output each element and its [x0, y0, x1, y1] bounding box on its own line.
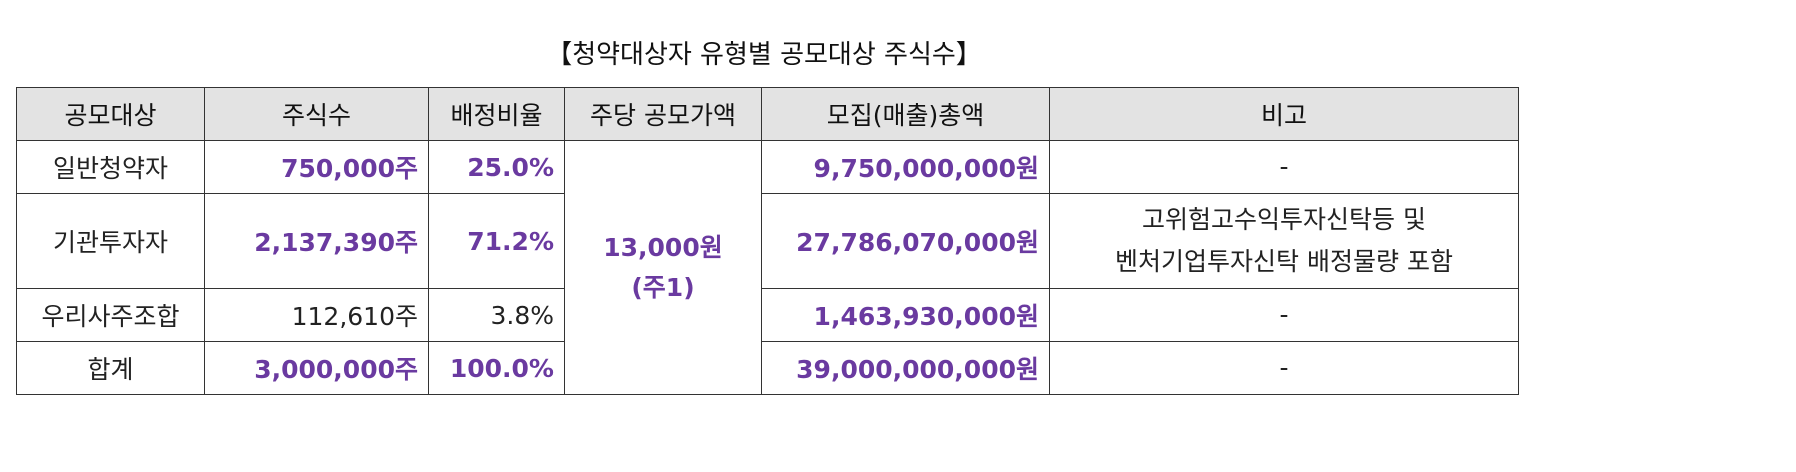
table-row: 우리사주조합 112,610주 3.8% 1,463,930,000원 -: [16, 288, 1519, 342]
row-note-line2: 벤처기업투자신탁 배정물량 포함: [1115, 247, 1453, 276]
row-note-line1: -: [1279, 300, 1289, 329]
price-value: 13,000원: [603, 232, 723, 262]
header-row: 공모대상 주식수 배정비율 주당 공모가액 모집(매출)총액 비고: [16, 87, 1519, 141]
table-title: 【청약대상자 유형별 공모대상 주식수】: [546, 40, 982, 70]
offering-table: 공모대상 주식수 배정비율 주당 공모가액 모집(매출)총액 비고 일반청약자 …: [16, 87, 1519, 395]
table-row: 기관투자자 2,137,390주 71.2% 27,786,070,000원 고…: [16, 193, 1519, 289]
row-ratio: 100.0%: [428, 341, 565, 395]
row-shares: 112,610주: [204, 288, 429, 342]
row-note: -: [1049, 140, 1519, 194]
table-row: 합계 3,000,000주 100.0% 39,000,000,000원 -: [16, 341, 1519, 395]
header-offering-target: 공모대상: [16, 87, 205, 141]
row-total: 9,750,000,000원: [761, 140, 1050, 194]
header-remarks: 비고: [1049, 87, 1519, 141]
price-per-share-cell: 13,000원 (주1): [564, 140, 762, 395]
header-ratio: 배정비율: [428, 87, 565, 141]
header-total-amount: 모집(매출)총액: [761, 87, 1050, 141]
row-note: -: [1049, 288, 1519, 342]
header-price-per-share: 주당 공모가액: [564, 87, 762, 141]
row-ratio: 25.0%: [428, 140, 565, 194]
table-row: 일반청약자 750,000주 25.0% 13,000원 (주1) 9,750,…: [16, 140, 1519, 395]
row-shares: 2,137,390주: [204, 193, 429, 289]
row-type: 일반청약자: [16, 140, 205, 194]
row-total: 39,000,000,000원: [761, 341, 1050, 395]
row-type: 우리사주조합: [16, 288, 205, 342]
row-shares: 3,000,000주: [204, 341, 429, 395]
row-ratio: 71.2%: [428, 193, 565, 289]
row-ratio: 3.8%: [428, 288, 565, 342]
row-total: 1,463,930,000원: [761, 288, 1050, 342]
row-note-line1: 고위험고수익투자신탁등 및: [1142, 205, 1426, 234]
row-note: -: [1049, 341, 1519, 395]
row-shares: 750,000주: [204, 140, 429, 194]
row-type: 기관투자자: [16, 193, 205, 289]
row-total: 27,786,070,000원: [761, 193, 1050, 289]
price-footnote: (주1): [631, 272, 695, 302]
header-shares: 주식수: [204, 87, 429, 141]
row-note-line1: -: [1279, 152, 1289, 181]
row-note: 고위험고수익투자신탁등 및 벤처기업투자신탁 배정물량 포함: [1049, 193, 1519, 289]
row-note-line1: -: [1279, 353, 1289, 382]
row-type: 합계: [16, 341, 205, 395]
